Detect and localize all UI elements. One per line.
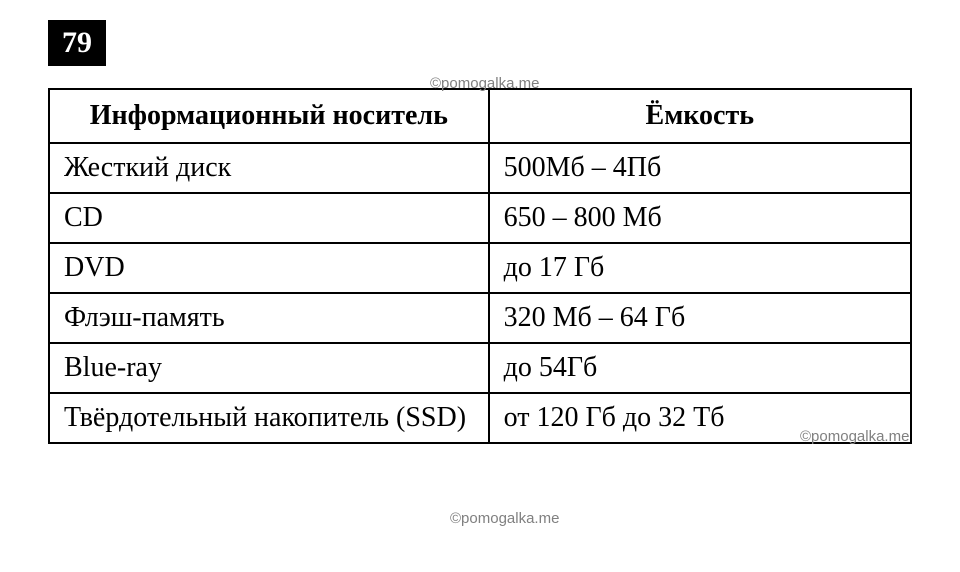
storage-media-table: Информационный носитель Ёмкость Жесткий … [48,88,912,444]
cell-media: Жесткий диск [49,143,489,193]
table-row: Твёрдотельный накопитель (SSD) от 120 Гб… [49,393,911,443]
header-capacity: Ёмкость [489,89,911,143]
cell-capacity: от 120 Гб до 32 Тб [489,393,911,443]
cell-capacity: 650 – 800 Мб [489,193,911,243]
cell-capacity: 320 Мб – 64 Гб [489,293,911,343]
table-row: DVD до 17 Гб [49,243,911,293]
table-row: Жесткий диск 500Мб – 4Пб [49,143,911,193]
table-row: Blue-ray до 54Гб [49,343,911,393]
header-media: Информационный носитель [49,89,489,143]
exercise-number-badge: 79 [48,20,106,66]
table-header-row: Информационный носитель Ёмкость [49,89,911,143]
cell-capacity: до 17 Гб [489,243,911,293]
table-row: Флэш-память 320 Мб – 64 Гб [49,293,911,343]
cell-media: Твёрдотельный накопитель (SSD) [49,393,489,443]
cell-capacity: 500Мб – 4Пб [489,143,911,193]
cell-media: Blue-ray [49,343,489,393]
cell-media: Флэш-память [49,293,489,343]
cell-media: DVD [49,243,489,293]
watermark-text: ©pomogalka.me [450,510,559,527]
cell-capacity: до 54Гб [489,343,911,393]
table-row: CD 650 – 800 Мб [49,193,911,243]
cell-media: CD [49,193,489,243]
